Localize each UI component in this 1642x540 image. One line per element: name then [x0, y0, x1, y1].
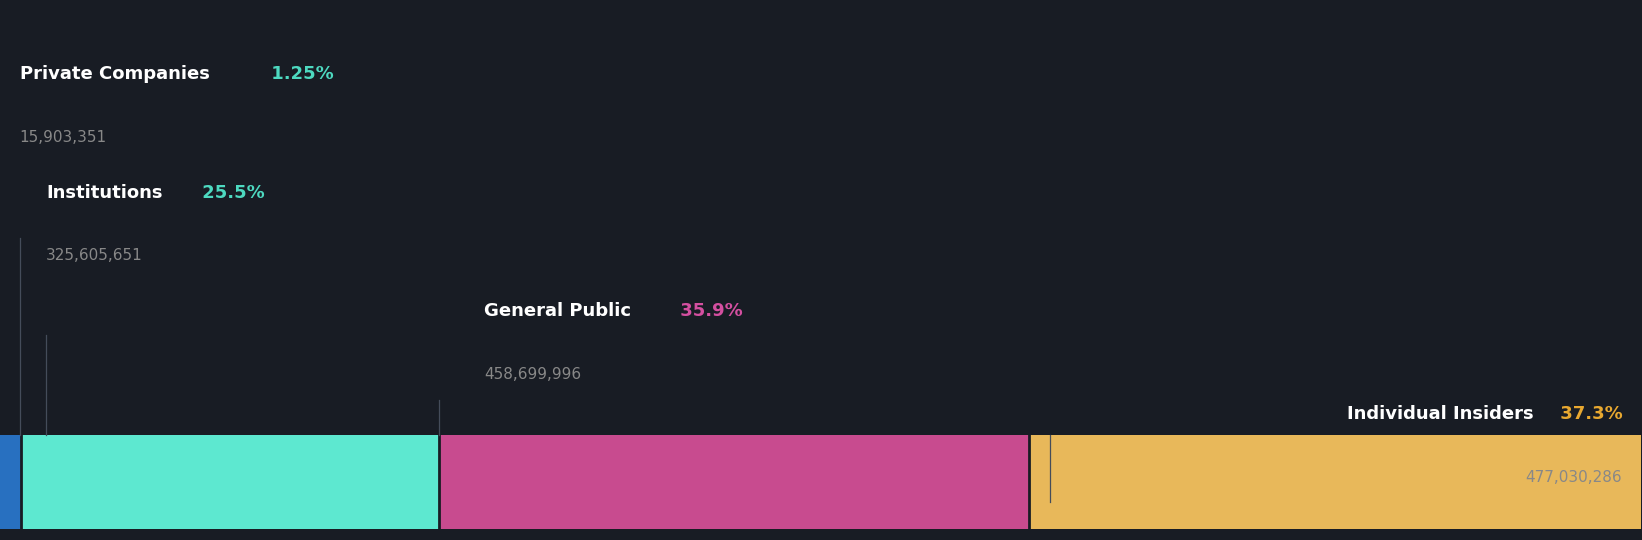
Bar	[440, 435, 1028, 529]
Text: 325,605,651: 325,605,651	[46, 248, 143, 264]
Text: 1.25%: 1.25%	[264, 65, 333, 83]
Text: Institutions: Institutions	[46, 184, 163, 201]
Text: 15,903,351: 15,903,351	[20, 130, 107, 145]
Bar	[21, 435, 440, 529]
Text: 458,699,996: 458,699,996	[484, 367, 581, 382]
Text: 25.5%: 25.5%	[197, 184, 264, 201]
Bar	[1028, 435, 1642, 529]
Text: Private Companies: Private Companies	[20, 65, 210, 83]
Text: General Public: General Public	[484, 302, 632, 320]
Bar	[0, 435, 21, 529]
Text: 35.9%: 35.9%	[675, 302, 742, 320]
Text: Individual Insiders: Individual Insiders	[1346, 405, 1534, 423]
Text: 477,030,286: 477,030,286	[1525, 470, 1622, 485]
Text: 37.3%: 37.3%	[1553, 405, 1622, 423]
Bar	[0, 435, 8, 529]
